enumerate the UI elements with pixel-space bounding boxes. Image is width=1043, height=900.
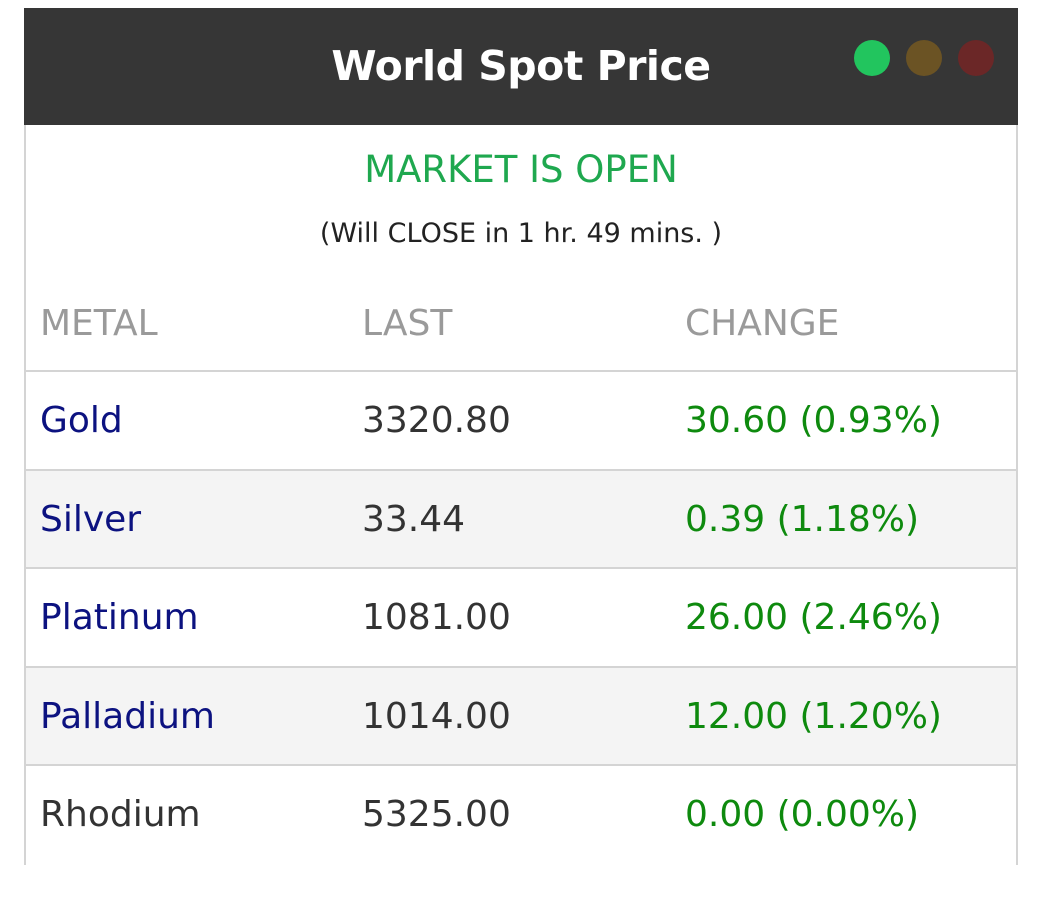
price-change: 26.00 (2.46%)	[685, 597, 942, 639]
table-row: Palladium 1014.00 12.00 (1.20%)	[26, 667, 1016, 767]
table-row: Gold 3320.80 30.60 (0.93%)	[26, 372, 1016, 471]
close-countdown: (Will CLOSE in 1 hr. 49 mins. )	[319, 218, 723, 249]
price-change: 0.39 (1.18%)	[685, 498, 920, 540]
metal-link-platinum[interactable]: Platinum	[40, 597, 199, 639]
widget-title: World Spot Price	[331, 42, 711, 90]
green-dot-icon	[854, 40, 890, 76]
column-header-metal: METAL	[40, 303, 158, 344]
column-header-change: CHANGE	[685, 303, 840, 344]
last-price: 3320.80	[362, 400, 511, 441]
last-price: 33.44	[362, 498, 466, 540]
table-row: Platinum 1081.00 26.00 (2.46%)	[26, 569, 1016, 668]
column-header-last: LAST	[362, 303, 453, 344]
table-header: METAL LAST CHANGE	[26, 288, 1016, 372]
price-table: Gold 3320.80 30.60 (0.93%) Silver 33.44 …	[26, 372, 1016, 865]
table-row: Silver 33.44 0.39 (1.18%)	[26, 470, 1016, 570]
red-dot-icon	[958, 40, 994, 76]
metal-name-rhodium: Rhodium	[40, 794, 201, 836]
metal-link-gold[interactable]: Gold	[40, 400, 123, 441]
widget-header: World Spot Price	[24, 8, 1018, 125]
last-price: 5325.00	[362, 794, 511, 836]
last-price: 1081.00	[362, 597, 511, 639]
spot-price-widget: World Spot Price MARKET IS OPEN (Will CL…	[24, 8, 1018, 865]
price-change: 0.00 (0.00%)	[685, 794, 920, 836]
amber-dot-icon	[906, 40, 942, 76]
market-status: MARKET IS OPEN	[364, 148, 678, 191]
table-row: Rhodium 5325.00 0.00 (0.00%)	[26, 766, 1016, 865]
price-change: 30.60 (0.93%)	[685, 400, 942, 441]
last-price: 1014.00	[362, 695, 511, 737]
price-change: 12.00 (1.20%)	[685, 695, 942, 737]
metal-link-palladium[interactable]: Palladium	[40, 695, 215, 737]
metal-link-silver[interactable]: Silver	[40, 498, 142, 540]
